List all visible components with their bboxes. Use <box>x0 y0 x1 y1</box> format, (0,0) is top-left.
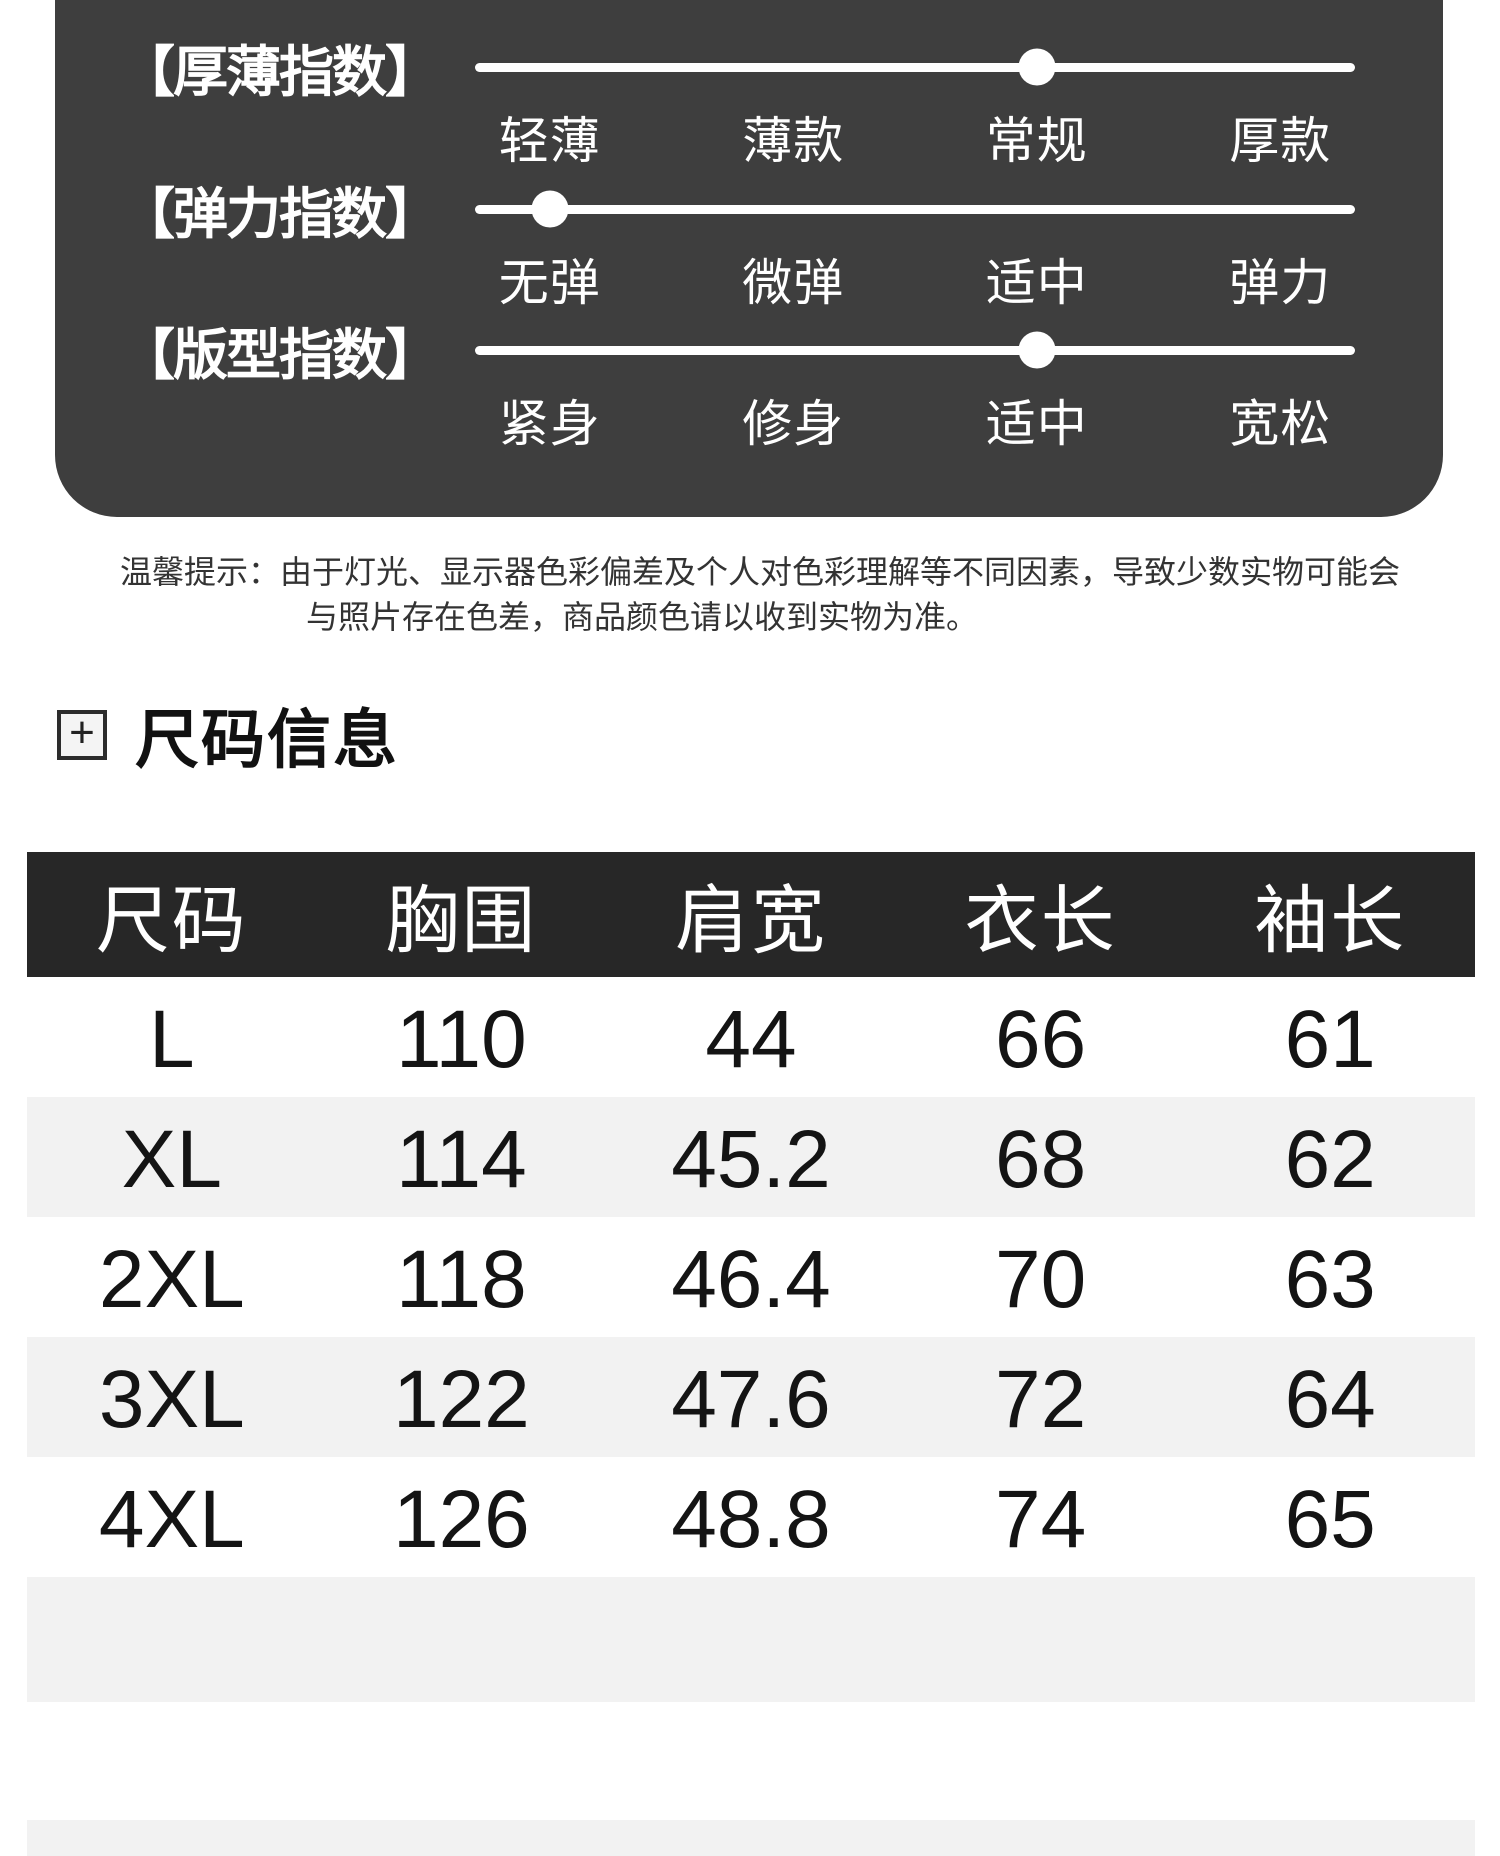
table-cell: 2XL <box>98 1234 245 1325</box>
table-header-cell: 尺码 <box>95 879 248 962</box>
table-cell: 122 <box>392 1354 530 1445</box>
index-slider: 无弹 微弹 适中 弹力 <box>428 142 1402 311</box>
slider-option-label: 厚款 <box>1229 113 1332 169</box>
table-cell: 48.8 <box>671 1474 831 1565</box>
slider-option-label: 薄款 <box>742 113 845 169</box>
table-cell: 62 <box>1284 1114 1376 1205</box>
table-header-cell: 衣长 <box>964 879 1117 962</box>
plus-box-icon: + <box>57 710 107 760</box>
table-cell: 72 <box>994 1354 1087 1445</box>
notice-line-1: 温馨提示：由于灯光、显示器色彩偏差及个人对色彩理解等不同因素，导致少数实物可能会 <box>120 554 1401 590</box>
table-row: L 110 44 66 61 <box>27 977 1475 1097</box>
table-cell: 45.2 <box>671 1114 831 1205</box>
table-cell: XL <box>121 1114 222 1205</box>
table-cell: 118 <box>396 1234 527 1325</box>
plus-glyph: + <box>69 708 95 757</box>
table-cell: 46.4 <box>671 1234 831 1325</box>
table-row: 3XL 122 47.6 72 64 <box>27 1337 1475 1457</box>
table-cell: 126 <box>392 1474 530 1565</box>
slider-track <box>475 63 1355 72</box>
slider-option-label: 适中 <box>985 255 1088 311</box>
slider-thumb-icon[interactable] <box>1018 331 1056 369</box>
index-row: 【厚薄指数】轻薄 薄款 常规 厚款 <box>55 0 1443 169</box>
next-section-band <box>27 1820 1475 1856</box>
table-cell: 74 <box>994 1474 1087 1565</box>
notice-line-2: 与照片存在色差，商品颜色请以收到实物为准。 <box>306 599 979 635</box>
fabric-index-panel: 【厚薄指数】 轻薄 薄款 常规 厚款 【弹力指数】 无弹 微弹 适中 弹力 【版型指数】 紧身 修身 适中… <box>55 0 1443 517</box>
slider-option-label: 微弹 <box>742 255 845 311</box>
index-slider: 轻薄 薄款 常规 厚款 <box>428 0 1402 169</box>
color-difference-notice: 温馨提示：由于灯光、显示器色彩偏差及个人对色彩理解等不同因素，导致少数实物可能会… <box>120 550 1410 640</box>
index-row-label: 【弹力指数】 <box>120 183 440 245</box>
slider-option-labels: 轻薄 薄款 常规 厚款 <box>428 101 1402 173</box>
size-info-title: 尺码信息 <box>135 704 399 776</box>
index-row-label: 【厚薄指数】 <box>120 41 440 103</box>
slider-option-label: 修身 <box>742 396 845 452</box>
slider-option-label: 弹力 <box>1229 255 1332 311</box>
table-row: 2XL 118 46.4 70 63 <box>27 1217 1475 1337</box>
table-empty-row <box>27 1577 1475 1702</box>
table-cell: 110 <box>396 994 527 1085</box>
table-cell: 66 <box>994 994 1087 1085</box>
table-row: 4XL 126 48.8 74 65 <box>27 1457 1475 1577</box>
table-cell: 44 <box>705 994 797 1085</box>
table-header-cell: 胸围 <box>385 879 538 962</box>
index-row: 【弹力指数】无弹 微弹 适中 弹力 <box>55 142 1443 311</box>
size-table-body: L 110 44 66 61 XL 114 45.2 68 62 2XL 118 46.4 70 63 3XL… <box>27 977 1475 1577</box>
size-table-header-row: 尺码 胸围 肩宽 衣长 袖长 <box>27 852 1475 977</box>
table-row: XL 114 45.2 68 62 <box>27 1097 1475 1217</box>
table-cell: 65 <box>1284 1474 1376 1565</box>
slider-track <box>475 205 1355 214</box>
size-table: 尺码 胸围 肩宽 衣长 袖长 L 110 44 66 61 XL 114 45.2 68 62 2XL 118… <box>27 852 1475 1702</box>
slider-option-label: 紧身 <box>498 396 601 452</box>
slider-option-labels: 紧身 修身 适中 宽松 <box>428 384 1402 456</box>
table-header-cell: 袖长 <box>1254 879 1407 962</box>
table-cell: 47.6 <box>671 1354 831 1445</box>
slider-thumb-icon[interactable] <box>1018 48 1056 86</box>
table-cell: 3XL <box>98 1354 245 1445</box>
table-header-cell: 肩宽 <box>674 879 827 962</box>
table-cell: 61 <box>1284 994 1376 1085</box>
table-cell: 114 <box>396 1114 527 1205</box>
slider-option-label: 常规 <box>985 113 1088 169</box>
slider-option-label: 适中 <box>985 396 1088 452</box>
slider-option-label: 轻薄 <box>498 113 601 169</box>
index-row-label: 【版型指数】 <box>120 324 440 386</box>
slider-option-label: 无弹 <box>498 255 601 311</box>
index-row: 【版型指数】紧身 修身 适中 宽松 <box>55 283 1443 452</box>
table-cell: 68 <box>994 1114 1087 1205</box>
index-slider: 紧身 修身 适中 宽松 <box>428 283 1402 452</box>
slider-track <box>475 346 1355 355</box>
slider-thumb-icon[interactable] <box>531 190 569 228</box>
size-info-header: + 尺码信息 <box>57 700 1500 776</box>
slider-option-labels: 无弹 微弹 适中 弹力 <box>428 243 1402 315</box>
table-cell: 64 <box>1284 1354 1376 1445</box>
slider-option-label: 宽松 <box>1229 396 1332 452</box>
table-cell: 4XL <box>98 1474 245 1565</box>
table-cell: 63 <box>1284 1234 1376 1325</box>
table-cell: 70 <box>994 1234 1087 1325</box>
table-cell: L <box>148 994 195 1085</box>
